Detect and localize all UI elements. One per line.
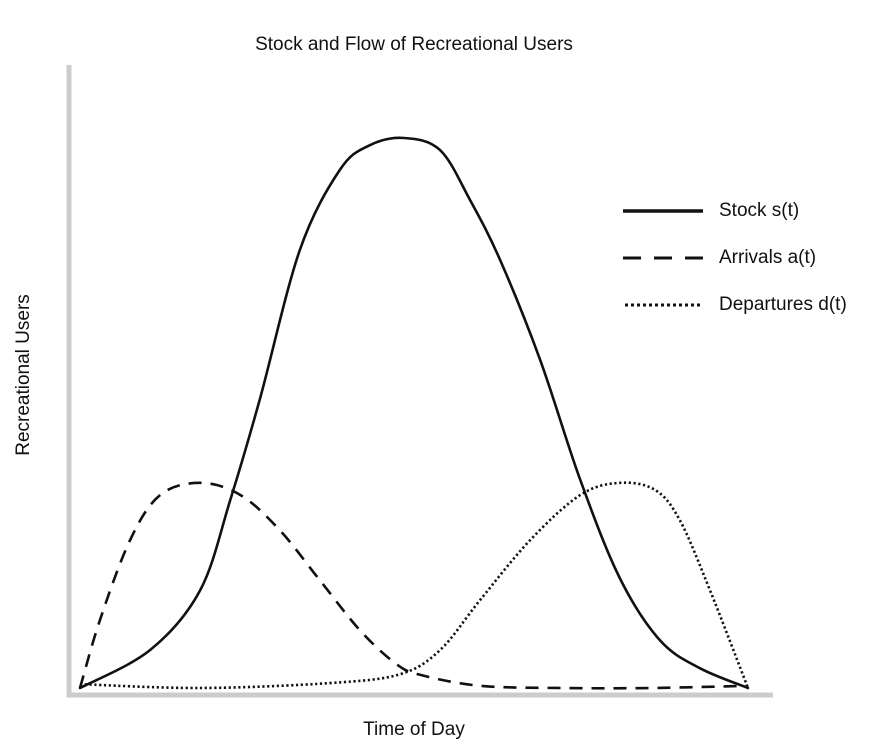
x-axis-label: Time of Day (363, 719, 465, 740)
chart-title: Stock and Flow of Recreational Users (255, 34, 573, 55)
series-line-departures (79, 481, 750, 690)
legend-label-arrivals: Arrivals a(t) (719, 247, 816, 268)
y-axis-label: Recreational Users (13, 294, 34, 456)
series-line-arrivals (78, 481, 749, 690)
legend-label-departures: Departures d(t) (719, 294, 847, 315)
legend: Stock s(t) Arrivals a(t) Departures d(t) (623, 200, 847, 315)
legend-label-stock: Stock s(t) (719, 200, 799, 221)
series-line-stock (78, 136, 750, 690)
